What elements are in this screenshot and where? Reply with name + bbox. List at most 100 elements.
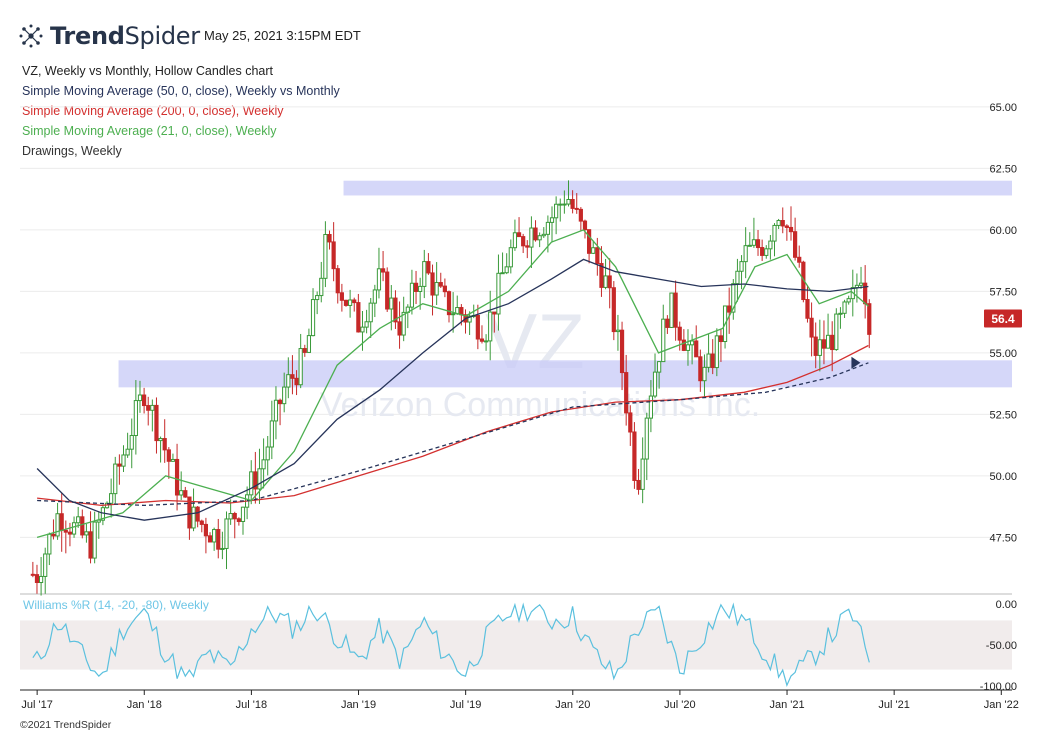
candle-body bbox=[212, 529, 217, 543]
candle-body bbox=[142, 394, 147, 407]
candle-body bbox=[475, 314, 480, 340]
candle-body bbox=[537, 235, 542, 241]
current-price-badge bbox=[984, 309, 1022, 328]
sma200-line bbox=[37, 344, 869, 507]
candle-body bbox=[170, 458, 176, 462]
candle-body bbox=[788, 226, 794, 233]
candle-body bbox=[273, 399, 279, 422]
candle-body bbox=[397, 321, 402, 336]
candle-body bbox=[739, 261, 744, 272]
candle-body bbox=[401, 311, 406, 336]
candle-body bbox=[867, 303, 872, 335]
candle-body bbox=[595, 247, 600, 265]
candle-body bbox=[483, 340, 489, 343]
candle-body bbox=[302, 348, 307, 353]
y-tick-label: 57.50 bbox=[989, 286, 1017, 298]
candle-body bbox=[393, 297, 398, 323]
candle-body bbox=[261, 459, 266, 470]
candle-body bbox=[479, 338, 485, 342]
candles-layer bbox=[30, 180, 872, 596]
candle-body bbox=[434, 282, 439, 296]
candle-body bbox=[570, 198, 575, 209]
candle-body bbox=[232, 513, 237, 520]
candle-body bbox=[508, 247, 513, 268]
wr-tick-label: 0.00 bbox=[996, 599, 1017, 611]
candle-body bbox=[690, 340, 695, 346]
candle-body bbox=[55, 513, 60, 537]
candle-body bbox=[84, 531, 89, 536]
candle-body bbox=[88, 531, 93, 559]
candle-body bbox=[793, 231, 798, 258]
candle-body bbox=[500, 272, 505, 275]
candle-body bbox=[451, 313, 456, 316]
candle-body bbox=[735, 270, 740, 285]
candle-body bbox=[389, 297, 394, 310]
candle-body bbox=[677, 326, 682, 341]
legend-drawings[interactable]: Drawings, Weekly bbox=[22, 144, 122, 158]
candle-body bbox=[34, 574, 40, 584]
candle-body bbox=[747, 244, 752, 247]
candle-body bbox=[220, 547, 225, 550]
candle-body bbox=[183, 490, 188, 498]
candle-body bbox=[364, 321, 369, 328]
y-tick-label: 65.00 bbox=[989, 102, 1017, 114]
candle-body bbox=[768, 240, 773, 250]
candle-body bbox=[533, 227, 538, 241]
candle-body bbox=[236, 518, 241, 522]
legend-sma200[interactable]: Simple Moving Average (200, 0, close), W… bbox=[22, 104, 284, 118]
candle-body bbox=[838, 312, 843, 315]
candle-body bbox=[360, 326, 365, 333]
candle-body bbox=[619, 329, 625, 374]
candle-body bbox=[492, 311, 497, 315]
candle-body bbox=[694, 340, 699, 358]
candle-body bbox=[615, 329, 621, 333]
candle-body bbox=[92, 521, 97, 559]
x-tick-label: Jan '21 bbox=[769, 699, 804, 711]
candle-body bbox=[339, 292, 344, 301]
y-tick-label: 52.50 bbox=[989, 409, 1017, 421]
legend-sma50[interactable]: Simple Moving Average (50, 0, close), We… bbox=[22, 84, 340, 98]
candle-body bbox=[327, 234, 332, 243]
candle-body bbox=[125, 448, 130, 456]
y-tick-label: 55.00 bbox=[989, 348, 1017, 360]
candle-body bbox=[195, 506, 200, 522]
candle-body bbox=[648, 395, 653, 419]
legend-sma21[interactable]: Simple Moving Average (21, 0, close), We… bbox=[22, 124, 277, 138]
candle-body bbox=[166, 449, 171, 462]
copyright: ©2021 TrendSpider bbox=[20, 719, 112, 731]
candle-body bbox=[290, 374, 295, 379]
candle-body bbox=[298, 348, 303, 386]
y-tick-label: 60.00 bbox=[989, 225, 1017, 237]
candle-body bbox=[760, 247, 765, 256]
candle-body bbox=[187, 496, 192, 529]
candle-body bbox=[269, 420, 274, 448]
candle-body bbox=[133, 400, 138, 437]
candle-body bbox=[162, 438, 167, 451]
candle-body bbox=[797, 256, 802, 263]
candle-body bbox=[51, 533, 56, 537]
x-tick-label: Jul '20 bbox=[664, 699, 695, 711]
candle-body bbox=[784, 225, 789, 228]
candle-body bbox=[541, 233, 546, 237]
candle-body bbox=[348, 299, 353, 306]
candle-body bbox=[409, 282, 415, 308]
current-price-label: 56.4 bbox=[991, 312, 1015, 326]
candle-body bbox=[731, 283, 736, 313]
x-tick-label: Jan '19 bbox=[341, 699, 376, 711]
candle-body bbox=[780, 220, 785, 227]
candle-body bbox=[191, 506, 196, 529]
chart-legend: VZ, Weekly vs Monthly, Hollow Candles ch… bbox=[22, 61, 340, 161]
candle-body bbox=[63, 529, 68, 533]
candle-body bbox=[294, 377, 299, 386]
candle-body bbox=[496, 272, 501, 315]
candle-body bbox=[636, 479, 641, 490]
candle-body bbox=[352, 299, 357, 304]
candle-body bbox=[179, 490, 184, 496]
sma50-line bbox=[36, 258, 869, 521]
candle-body bbox=[685, 344, 691, 351]
candle-body bbox=[422, 261, 427, 287]
candle-body bbox=[727, 305, 732, 313]
candle-body bbox=[413, 282, 419, 292]
candle-body bbox=[529, 227, 534, 248]
